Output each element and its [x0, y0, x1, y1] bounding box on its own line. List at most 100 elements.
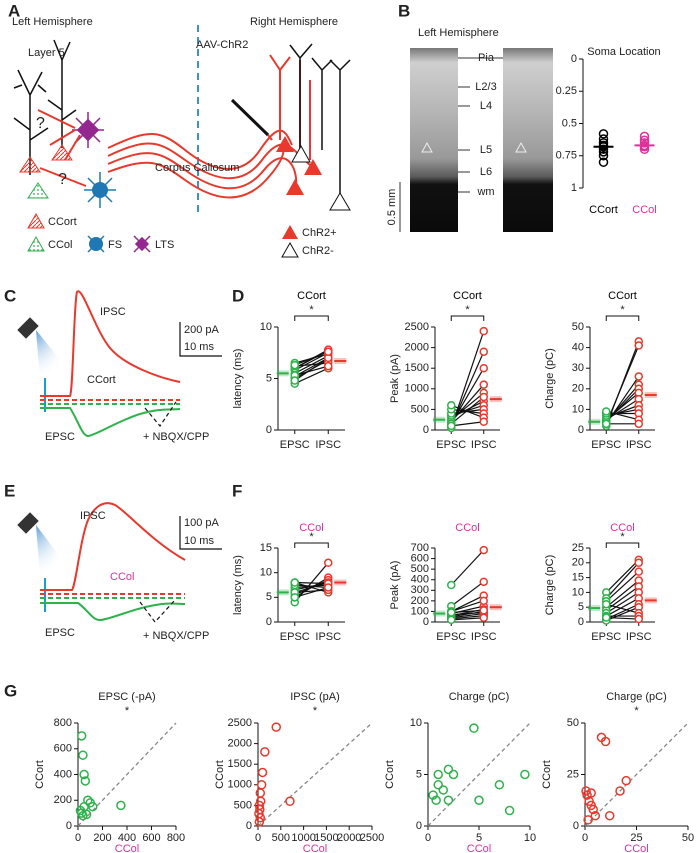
point	[433, 780, 443, 790]
x-tick-label: 0	[582, 832, 588, 844]
y-axis-label: CCort	[214, 760, 226, 789]
point	[431, 795, 441, 805]
chart-title: CCort	[608, 290, 637, 302]
legend-label: FS	[108, 239, 122, 251]
panel-label: A	[8, 1, 20, 20]
y-tick-label: 0	[246, 820, 252, 832]
legend-label: LTS	[155, 239, 174, 251]
point	[474, 795, 484, 805]
label: + NBQX/CPP	[143, 630, 209, 642]
pair-line	[294, 584, 329, 589]
point	[76, 731, 87, 741]
chart-title: Charge (pC)	[449, 691, 510, 703]
y-tick-label: 50	[572, 321, 584, 333]
x-tick-label: EPSC	[436, 631, 466, 643]
x-tick-label: 25	[630, 832, 642, 844]
x-tick-label: IPSC	[626, 439, 652, 451]
point	[433, 769, 443, 780]
point	[634, 372, 643, 381]
pair-line	[294, 586, 329, 598]
point	[479, 613, 488, 623]
y-tick-label: 200	[411, 595, 429, 607]
x-tick-label: 0	[75, 832, 81, 844]
chart-title: IPSC (pA)	[290, 691, 340, 703]
x-tick-label: 5	[476, 832, 482, 844]
point	[448, 769, 459, 780]
layer-label: L5	[480, 144, 492, 156]
y-tick-label: 1	[571, 182, 577, 194]
point	[255, 813, 266, 823]
point	[78, 810, 88, 821]
point	[634, 419, 643, 429]
point	[639, 135, 650, 146]
legend-label: CCol	[48, 239, 72, 251]
point	[290, 376, 299, 385]
y-axis-label: CCort	[34, 760, 46, 789]
pair-line	[605, 580, 640, 608]
pair-line	[450, 400, 485, 419]
significance-bracket	[605, 315, 640, 321]
layer-label: L2/3	[475, 81, 496, 93]
x-tick-label: 1500	[314, 832, 338, 844]
point	[602, 407, 611, 416]
point	[600, 736, 611, 747]
point	[428, 790, 438, 800]
label: Layer 5	[28, 47, 65, 59]
point	[479, 606, 488, 615]
x-tick-label: IPSC	[471, 439, 497, 451]
y-tick-label: 15	[572, 572, 584, 584]
legend-label: ChR2-	[302, 245, 334, 257]
point	[324, 361, 333, 371]
annotation: *	[465, 304, 470, 316]
y-axis-label: latency (ms)	[232, 555, 244, 615]
point	[479, 577, 488, 587]
annotation: *	[309, 304, 314, 316]
y-tick-label: 2000	[228, 738, 252, 750]
y-tick-label: 1500	[228, 758, 252, 770]
pair-line	[294, 362, 329, 367]
y-tick-label: 50	[567, 717, 579, 729]
y-axis-label: latency (ms)	[232, 349, 244, 409]
y-tick-label: 2000	[405, 342, 429, 354]
point	[79, 769, 89, 780]
y-tick-label: 0.75	[556, 150, 577, 162]
y-tick-label: 40	[572, 342, 584, 354]
y-tick-label: 500	[411, 563, 429, 575]
significance-bracket	[605, 542, 640, 548]
y-tick-label: 700	[411, 542, 429, 554]
identity-line	[584, 722, 689, 827]
point	[447, 421, 456, 431]
point	[479, 596, 488, 606]
x-tick-label: EPSC	[280, 631, 310, 643]
point	[447, 401, 456, 410]
point	[479, 545, 488, 555]
y-tick-label: 1500	[405, 362, 429, 374]
pair-line	[450, 595, 485, 612]
label: IPSC	[100, 306, 126, 318]
x-tick-label: 200	[93, 832, 111, 844]
y-tick-label: 400	[54, 768, 72, 780]
y-tick-label: 500	[411, 403, 429, 415]
y-tick-label: 0.5	[562, 117, 577, 129]
point	[639, 141, 650, 152]
chart-title: CCort	[453, 290, 482, 302]
scale-label: 0.5 mm	[386, 189, 398, 226]
point	[443, 764, 454, 775]
pair-line	[606, 408, 639, 417]
y-axis-label: Charge (pC)	[544, 348, 556, 409]
layer-leaders	[399, 57, 503, 232]
point	[586, 788, 596, 798]
y-tick-label: 30	[572, 362, 584, 374]
identity-line	[77, 722, 177, 827]
label: CCol	[110, 571, 134, 583]
layer-label: L6	[480, 166, 492, 178]
pair-line	[606, 603, 639, 614]
tissue-image	[410, 48, 458, 232]
label: Left Hemisphere	[418, 27, 499, 39]
y-tick-label: 1000	[405, 383, 429, 395]
x-tick-label: 2500	[360, 832, 384, 844]
point	[447, 580, 456, 590]
y-tick-label: 20	[572, 557, 584, 569]
y-axis-label: Peak (pA)	[389, 354, 401, 403]
